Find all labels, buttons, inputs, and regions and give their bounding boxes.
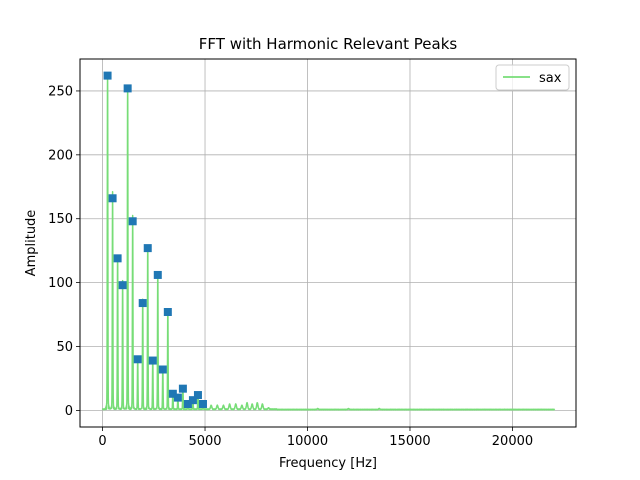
- y-tick-label: 150: [48, 212, 73, 227]
- peak-marker: [158, 365, 167, 374]
- y-tick-label: 200: [48, 148, 73, 163]
- y-axis-label: Amplitude: [24, 210, 39, 277]
- peak-marker: [193, 391, 202, 400]
- x-tick-label: 15000: [389, 434, 430, 449]
- peak-marker: [108, 194, 117, 203]
- y-tick-label: 50: [56, 340, 73, 355]
- peak-marker: [183, 400, 192, 408]
- peak-marker: [123, 84, 132, 93]
- y-tick-label: 0: [65, 404, 73, 419]
- legend-label-sax: sax: [539, 71, 562, 86]
- peak-marker: [138, 299, 147, 308]
- x-tick-label: 5000: [188, 434, 221, 449]
- peak-marker: [163, 308, 172, 316]
- x-axis-label: Frequency [Hz]: [279, 456, 377, 471]
- legend: sax: [495, 64, 570, 91]
- chart-title: FFT with Harmonic Relevant Peaks: [199, 35, 458, 53]
- peak-marker: [188, 396, 197, 405]
- peak-marker: [153, 270, 162, 279]
- grid: [80, 59, 576, 427]
- peak-marker: [113, 254, 122, 263]
- y-tick-label: 100: [48, 276, 73, 291]
- peak-marker: [178, 384, 187, 393]
- x-tick-label: 10000: [287, 434, 328, 449]
- y-tick-label: 250: [48, 84, 73, 99]
- peak-marker: [128, 217, 137, 226]
- peak-marker: [198, 400, 207, 408]
- axes-frame: [79, 58, 577, 428]
- legend-box: [495, 64, 570, 91]
- peak-marker: [118, 281, 127, 290]
- peak-marker: [148, 356, 157, 365]
- peak-marker: [103, 71, 112, 80]
- peak-marker: [168, 389, 177, 398]
- x-tick-label: 0: [98, 434, 106, 449]
- ticks: 0 5000 10000 15000 20000 0 50 100 150 200 250: [48, 84, 533, 449]
- peak-marker: [133, 355, 142, 364]
- peak-marker: [173, 393, 182, 402]
- x-tick-label: 20000: [492, 434, 533, 449]
- plot-area: [101, 71, 556, 411]
- peak-marker: [143, 244, 152, 253]
